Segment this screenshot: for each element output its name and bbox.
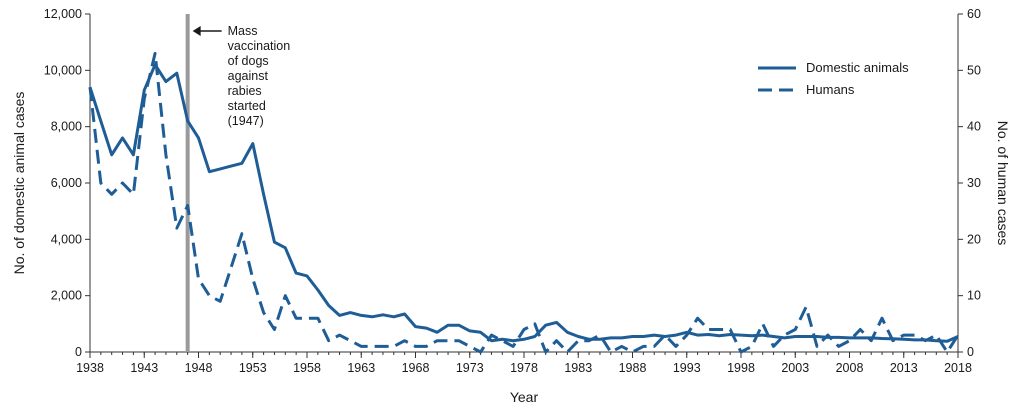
y-right-tick-label: 60 bbox=[967, 7, 981, 21]
y-left-axis-title: No. of domestic animal cases bbox=[11, 92, 27, 275]
x-tick-label: 1943 bbox=[130, 361, 158, 375]
x-tick-label: 1988 bbox=[619, 361, 647, 375]
annotation-text-line: (1947) bbox=[228, 114, 264, 128]
x-tick-label: 1963 bbox=[347, 361, 375, 375]
x-tick-label: 1973 bbox=[456, 361, 484, 375]
x-tick-label: 1978 bbox=[510, 361, 538, 375]
legend-label-humans: Humans bbox=[806, 82, 855, 97]
x-tick-label: 1958 bbox=[293, 361, 321, 375]
y-left-tick-label: 10,000 bbox=[44, 63, 82, 77]
y-right-tick-label: 40 bbox=[967, 120, 981, 134]
x-axis-title: Year bbox=[510, 389, 539, 405]
x-tick-label: 1938 bbox=[76, 361, 104, 375]
y-right-tick-label: 30 bbox=[967, 176, 981, 190]
annotation-arrow-head bbox=[192, 26, 201, 36]
y-right-tick-label: 10 bbox=[967, 289, 981, 303]
y-right-tick-label: 50 bbox=[967, 63, 981, 77]
vaccination-marker-bar bbox=[185, 14, 190, 352]
y-left-tick-label: 4,000 bbox=[51, 232, 82, 246]
annotation-text-line: rabies bbox=[228, 84, 262, 98]
y-right-axis-title: No. of human cases bbox=[995, 121, 1011, 246]
x-tick-label: 1968 bbox=[402, 361, 430, 375]
annotation-text-line: vaccination bbox=[228, 39, 291, 53]
x-tick-label: 2008 bbox=[836, 361, 864, 375]
axes: 0 2,000 4,000 6,000 8,000 10,000 12,000 0 10 20 30… bbox=[11, 7, 1011, 405]
legend-label-domestic-animals: Domestic animals bbox=[806, 60, 909, 75]
y-left-tick-label: 6,000 bbox=[51, 176, 82, 190]
legend: Domestic animals Humans bbox=[758, 60, 909, 97]
y-right-tick-label: 20 bbox=[967, 232, 981, 246]
x-tick-label: 2003 bbox=[781, 361, 809, 375]
x-tick-label: 1993 bbox=[673, 361, 701, 375]
x-tick-label: 1998 bbox=[727, 361, 755, 375]
y-right-tick-label: 0 bbox=[967, 345, 974, 359]
x-tick-label: 2018 bbox=[944, 361, 972, 375]
annotation-text-line: of dogs bbox=[228, 54, 269, 68]
x-tick-label: 1983 bbox=[564, 361, 592, 375]
humans-series-line bbox=[88, 51, 960, 354]
series-lines bbox=[88, 51, 960, 354]
y-left-tick-label: 2,000 bbox=[51, 289, 82, 303]
y-left-tick-label: 8,000 bbox=[51, 120, 82, 134]
x-tick-label: 1953 bbox=[239, 361, 267, 375]
x-tick-label: 1948 bbox=[185, 361, 213, 375]
x-tick-label: 2013 bbox=[890, 361, 918, 375]
y-left-tick-label: 12,000 bbox=[44, 7, 82, 21]
annotation-text-line: against bbox=[228, 69, 269, 83]
annotation-text-line: started bbox=[228, 99, 266, 113]
y-left-tick-label: 0 bbox=[75, 345, 82, 359]
annotation-text-line: Mass bbox=[228, 24, 258, 38]
